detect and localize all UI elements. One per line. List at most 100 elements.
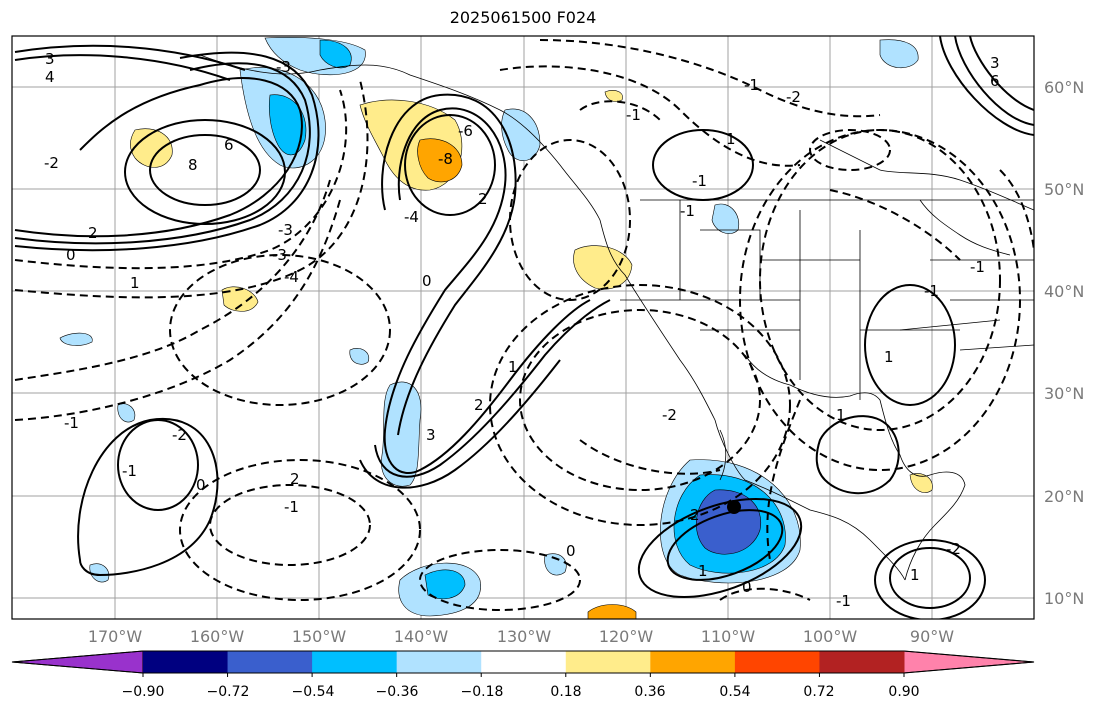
colorbar-tick-label: 0.36: [634, 684, 665, 700]
contour-label: -1: [744, 76, 759, 94]
colorbar-segment: [819, 651, 905, 673]
colorbar-segment: [650, 651, 736, 673]
storm-marker-icon: [727, 500, 741, 514]
colorbar: [11, 650, 1035, 677]
shade-colorado: [711, 203, 740, 234]
lon-label: 100°W: [803, 627, 858, 646]
lat-label: 50°N: [1044, 180, 1084, 199]
shade-hudson: [879, 39, 919, 68]
contour-label: 1: [698, 562, 708, 580]
contours-negative: [14, 39, 1034, 611]
contour-label: 2: [88, 224, 98, 242]
contour-label: 2: [290, 470, 300, 488]
map-panel: 3 4 6 2 1 0 -1 -2 -3 -4 -6 -8 8 0 1 2 3 …: [12, 36, 1034, 619]
shade-gulfak-mid: [417, 138, 463, 183]
shade-small-4: [89, 563, 110, 583]
map-title: 2025061500 F024: [449, 8, 597, 27]
contour-label: -1: [924, 282, 939, 300]
shade-small-2: [349, 348, 370, 365]
shade-top-mid: [319, 39, 352, 69]
shade-south-pos: [587, 604, 637, 619]
contour-label: 1: [726, 130, 736, 148]
contour-label: -1: [284, 498, 299, 516]
lon-label: 150°W: [292, 627, 347, 646]
lon-label: 140°W: [394, 627, 449, 646]
coastlines: [199, 54, 1034, 581]
colorbar-tick-label: 0.18: [550, 684, 581, 700]
contour-label: -3: [272, 246, 287, 264]
shade-yucatan: [909, 473, 933, 493]
longitude-labels: 170°W 160°W 150°W 140°W 130°W 120°W 110°…: [88, 627, 954, 646]
contour-label: -1: [64, 414, 79, 432]
contour-label: 2: [478, 190, 488, 208]
contour-label: 3: [990, 54, 1000, 72]
colorbar-tick-label: −0.90: [122, 684, 165, 700]
shade-small-3: [117, 403, 136, 423]
contour-label: 8: [188, 156, 198, 174]
contour-label: 1: [130, 274, 140, 292]
contour-label: -1: [122, 462, 137, 480]
colorbar-segment: [143, 651, 229, 673]
map-frame: [11, 35, 1035, 620]
colorbar-segment: [481, 651, 567, 673]
colorbar-tick-label: 0.90: [888, 684, 919, 700]
shade-band-weak: [381, 381, 422, 487]
lon-label: 90°W: [910, 627, 954, 646]
contour-label: 1: [910, 566, 920, 584]
colorbar-tick-label: −0.18: [461, 684, 504, 700]
lat-label: 40°N: [1044, 282, 1084, 301]
lat-label: 10°N: [1044, 589, 1084, 608]
contour-label: -6: [458, 122, 473, 140]
contour-label: -2: [786, 88, 801, 106]
shade-small-5: [59, 332, 93, 346]
contour-label: 6: [990, 72, 1000, 90]
contour-label: 3: [45, 50, 55, 68]
colorbar-tick-label: −0.54: [292, 684, 335, 700]
shade-small-1: [544, 553, 567, 576]
contour-label: -8: [438, 150, 453, 168]
colorbar-tick-label: 0.54: [719, 684, 750, 700]
lon-label: 120°W: [599, 627, 654, 646]
contour-label: -4: [284, 268, 299, 286]
contour-label: -3: [276, 58, 291, 76]
lat-label: 20°N: [1044, 487, 1084, 506]
contour-label: -1: [626, 106, 641, 124]
latitude-labels: 60°N 50°N 40°N 30°N 20°N 10°N: [1044, 78, 1084, 608]
colorbar-segment: [565, 651, 651, 673]
colorbar-tick-label: −0.36: [376, 684, 419, 700]
colorbar-tick-label: −0.72: [207, 684, 250, 700]
contour-label: -2: [946, 540, 961, 558]
contour-label: -2: [44, 154, 59, 172]
contour-label: 1: [508, 358, 518, 376]
lat-label: 30°N: [1044, 384, 1084, 403]
contour-label: 1: [884, 348, 894, 366]
shade-california: [573, 245, 633, 290]
lat-label: 60°N: [1044, 78, 1084, 97]
contour-label: 0: [742, 578, 752, 596]
contour-label: 1: [836, 406, 846, 424]
contour-label: 0: [566, 542, 576, 560]
shade-top-pos: [604, 90, 623, 102]
contour-label: 2: [474, 396, 484, 414]
colorbar-tick-labels: −0.90 −0.72 −0.54 −0.36 −0.18 0.18 0.36 …: [122, 684, 920, 700]
contour-label: 0: [422, 272, 432, 290]
contour-labels: 3 4 6 2 1 0 -1 -2 -3 -4 -6 -8 8 0 1 2 3 …: [44, 50, 1000, 610]
colorbar-segment: [396, 651, 482, 673]
colorbar-segment: [734, 651, 820, 673]
contour-label: 3: [426, 426, 436, 444]
shade-pos-2: [221, 286, 259, 312]
contour-label: -3: [278, 221, 293, 239]
contour-label: -2: [662, 406, 677, 424]
colorbar-segment: [312, 651, 398, 673]
contour-label: 0: [66, 246, 76, 264]
contour-label: -2: [172, 426, 187, 444]
shading-positive: [130, 90, 933, 619]
colorbar-extend-max: [902, 650, 1035, 674]
contour-label: -1: [692, 172, 707, 190]
shading-negative: [59, 37, 919, 617]
graticule: [12, 36, 1034, 619]
lon-label: 160°W: [190, 627, 245, 646]
contour-label: 2: [690, 506, 700, 524]
contour-label: -4: [404, 208, 419, 226]
